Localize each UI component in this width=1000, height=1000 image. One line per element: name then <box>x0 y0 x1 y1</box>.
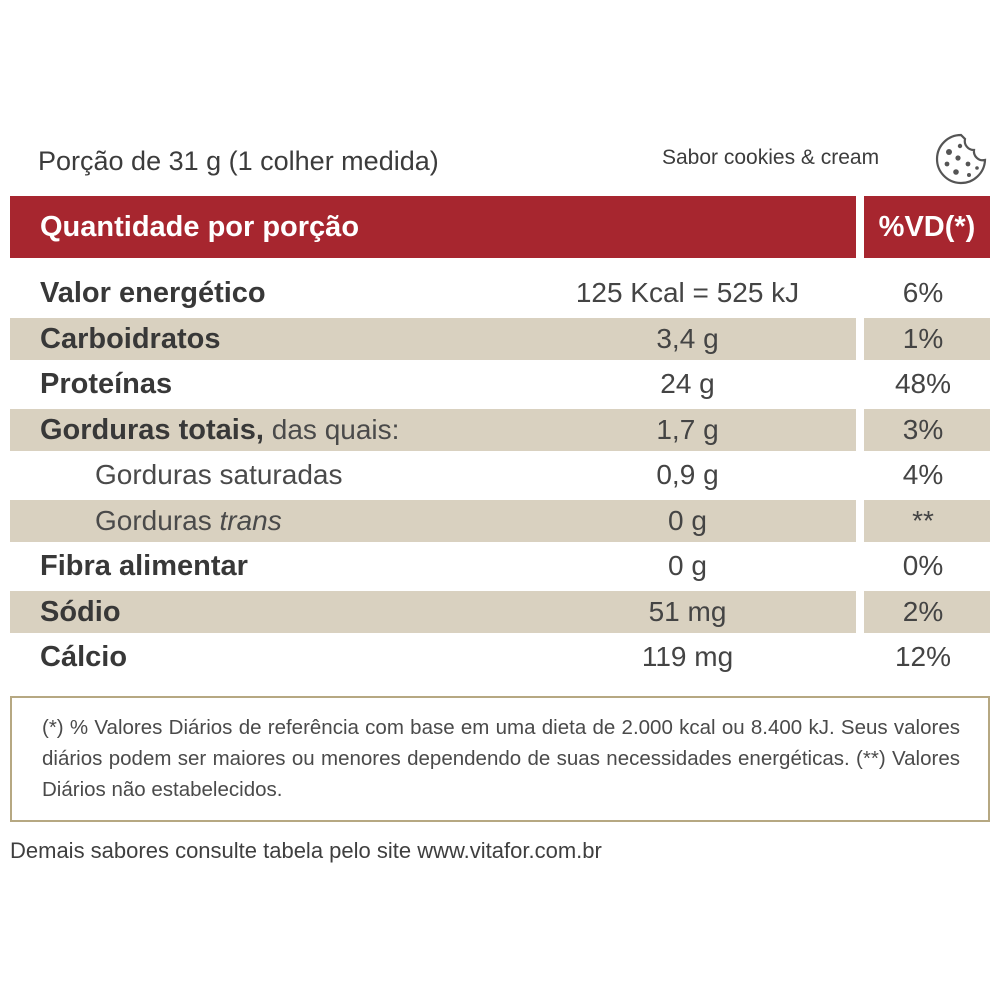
nutrient-amount: 51 mg <box>648 596 727 627</box>
nutrient-amount: 1,7 g <box>656 414 719 445</box>
nutrient-name: Gorduras saturadas <box>95 459 343 490</box>
table-row: Fibra alimentar 0 g 0% <box>0 545 1000 587</box>
nutrient-name: Carboidratos <box>40 323 221 355</box>
more-info-text: Demais sabores consulte tabela pelo site… <box>10 838 602 863</box>
nutrient-amount: 0 g <box>668 550 707 581</box>
nutrient-vd: ** <box>912 505 934 536</box>
nutrient-vd: 4% <box>902 459 944 490</box>
flavor-label: Sabor cookies & cream <box>662 146 880 169</box>
nutrient-amount: 0,9 g <box>656 459 719 490</box>
nutrient-vd: 0% <box>902 550 944 581</box>
table-header-quantity: Quantidade por porção <box>10 196 856 258</box>
nutrient-name: Cálcio <box>40 641 128 673</box>
nutrient-name: Fibra alimentar <box>40 550 248 582</box>
table-row: Gorduras totais, das quais: 1,7 g 3% <box>0 409 1000 451</box>
nutrient-vd: 48% <box>894 368 952 399</box>
nutrient-amount: 125 Kcal = 525 kJ <box>575 277 800 308</box>
nutrient-vd: 12% <box>894 641 952 672</box>
nutrient-amount: 3,4 g <box>656 323 719 354</box>
nutrient-name: Sódio <box>40 596 121 628</box>
nutrient-name: Valor energético <box>40 277 266 309</box>
table-row: Carboidratos 3,4 g 1% <box>0 318 1000 360</box>
nutrient-amount: 24 g <box>660 368 715 399</box>
nutrient-vd: 2% <box>902 596 944 627</box>
nutrient-name: Gorduras trans <box>95 505 282 536</box>
portion-label: Porção de 31 g (1 colher medida) <box>38 146 439 176</box>
cookie-icon <box>935 133 987 185</box>
table-row: Gorduras saturadas 0,9 g 4% <box>0 454 1000 496</box>
table-header-vd: %VD(*) <box>864 196 990 258</box>
table-row: Cálcio 119 mg 12% <box>0 636 1000 678</box>
table-row: Gorduras trans 0 g ** <box>0 500 1000 542</box>
table-row: Valor energético 125 Kcal = 525 kJ 6% <box>0 272 1000 314</box>
nutrient-vd: 6% <box>902 277 944 308</box>
nutrient-vd: 1% <box>902 323 944 354</box>
nutrient-amount: 119 mg <box>641 641 734 672</box>
table-row: Proteínas 24 g 48% <box>0 363 1000 405</box>
nutrient-vd: 3% <box>902 414 944 445</box>
footnote: (*) % Valores Diários de referência com … <box>10 696 990 822</box>
nutrient-name: Proteínas <box>40 368 173 400</box>
nutrient-name: Gorduras totais, das quais: <box>40 414 400 446</box>
nutrient-amount: 0 g <box>668 505 707 536</box>
table-row: Sódio 51 mg 2% <box>0 591 1000 633</box>
